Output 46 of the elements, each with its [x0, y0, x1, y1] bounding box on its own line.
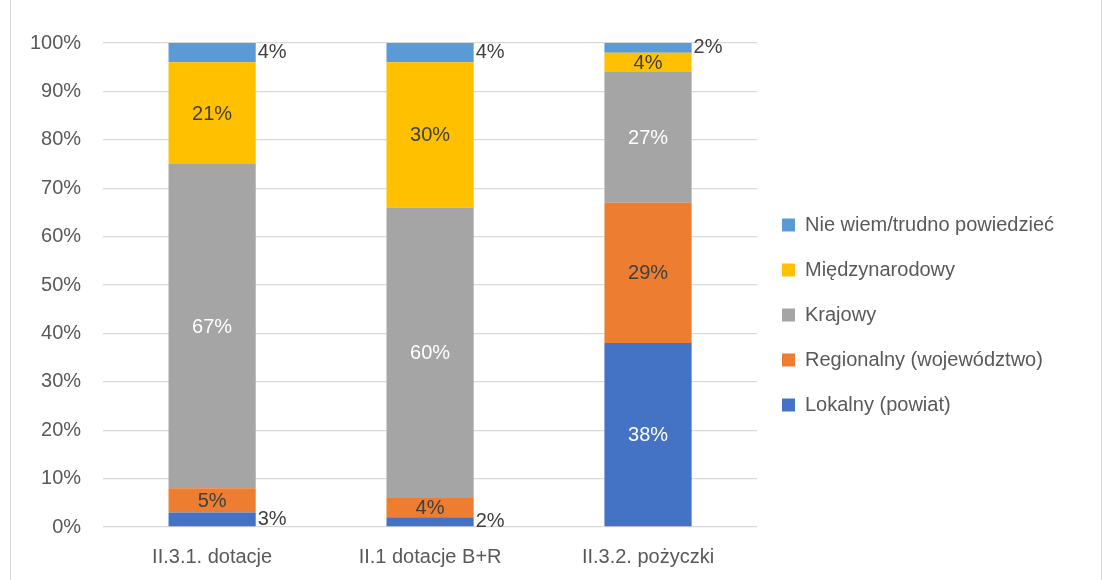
- bar: [386, 43, 474, 63]
- data-label: 60%: [410, 341, 451, 364]
- bar: [386, 517, 474, 527]
- y-tick-label: 70%: [41, 175, 82, 198]
- x-tick-label: II.1 dotacje B+R: [358, 544, 502, 567]
- bar: [168, 512, 256, 527]
- data-label: 4%: [633, 50, 663, 73]
- data-label: 38%: [628, 423, 669, 446]
- bar: [604, 343, 692, 527]
- y-tick-label: 80%: [41, 127, 82, 150]
- data-label: 5%: [197, 488, 227, 511]
- y-tick-label: 100%: [30, 30, 82, 53]
- data-label: 29%: [628, 261, 669, 284]
- y-tick-label: 10%: [41, 466, 82, 489]
- bar: [168, 62, 256, 164]
- data-label: 21%: [192, 101, 233, 124]
- data-label: 27%: [628, 125, 669, 148]
- y-tick-label: 0%: [52, 514, 82, 537]
- bar: [386, 207, 474, 498]
- bar: [386, 62, 474, 208]
- legend-label: Lokalny (powiat): [805, 392, 951, 415]
- x-tick-label: II.3.2. pożyczki: [581, 544, 715, 567]
- legend-label: Regionalny (województwo): [805, 347, 1043, 370]
- data-label: 2%: [475, 509, 505, 532]
- legend-label: Nie wiem/trudno powiedzieć: [805, 212, 1055, 235]
- bar: [604, 43, 692, 53]
- data-label: 67%: [192, 314, 233, 337]
- y-tick-label: 50%: [41, 272, 82, 295]
- data-label: 4%: [415, 496, 445, 519]
- legend-label: Krajowy: [805, 302, 877, 325]
- data-label: 3%: [257, 506, 287, 529]
- y-tick-label: 20%: [41, 417, 82, 440]
- data-label: 4%: [257, 40, 287, 63]
- legend-label: Międzynarodowy: [805, 257, 956, 280]
- y-tick-label: 30%: [41, 369, 82, 392]
- bar: [604, 72, 692, 203]
- x-tick-label: II.3.1. dotacje: [152, 544, 273, 567]
- bar: [168, 164, 256, 489]
- bar: [604, 202, 692, 344]
- y-tick-label: 40%: [41, 320, 82, 343]
- data-label: 2%: [693, 35, 723, 58]
- data-label: 4%: [475, 40, 505, 63]
- bar: [168, 43, 256, 63]
- data-label: 30%: [410, 123, 451, 146]
- y-tick-label: 90%: [41, 78, 82, 101]
- y-tick-label: 60%: [41, 224, 82, 247]
